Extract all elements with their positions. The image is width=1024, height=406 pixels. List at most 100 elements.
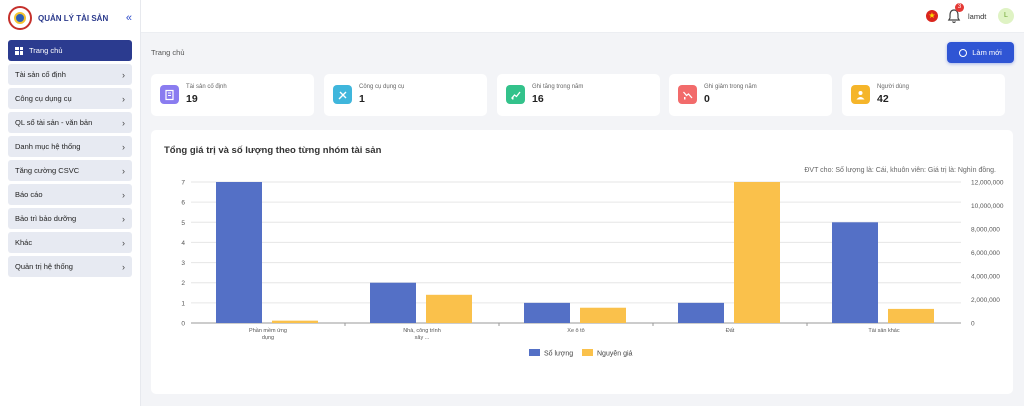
topbar: ★ 3 lamdt L xyxy=(141,0,1024,33)
stat-value: 19 xyxy=(186,93,198,105)
user-icon xyxy=(851,85,870,104)
stat-value: 0 xyxy=(704,93,710,105)
legend-label: Nguyên giá xyxy=(597,351,633,358)
sidebar-item-label: Trang chủ xyxy=(29,46,63,55)
stat-value: 42 xyxy=(877,93,889,105)
stat-card[interactable]: Công cụ dụng cụ 1 xyxy=(324,74,487,116)
refresh-button[interactable]: Làm mới xyxy=(947,42,1014,63)
y-left-tick-label: 1 xyxy=(181,300,185,307)
bar-so-luong xyxy=(832,222,878,323)
chevron-right-icon: › xyxy=(122,237,125,248)
sidebar-item-label: Tăng cường CSVC xyxy=(15,166,80,175)
chevron-right-icon: › xyxy=(122,117,125,128)
bar-so-luong xyxy=(524,302,570,323)
sidebar-item-0[interactable]: Trang chủ xyxy=(8,40,132,61)
chevron-right-icon: › xyxy=(122,93,125,104)
legend-label: Số lượng xyxy=(544,349,573,358)
refresh-icon xyxy=(959,48,968,57)
y-right-tick-label: 0 xyxy=(971,321,975,328)
bar-so-luong xyxy=(216,182,262,323)
sidebar-item-label: QL sổ tài sản - văn bản xyxy=(15,118,93,127)
y-left-tick-label: 4 xyxy=(181,240,185,247)
language-flag-icon[interactable]: ★ xyxy=(926,10,938,22)
y-right-tick-label: 8,000,000 xyxy=(971,227,1000,234)
sidebar-menu: Trang chủ Tài sản cố định › Công cụ dụng cụ… xyxy=(0,36,140,277)
y-right-tick-label: 12,000,000 xyxy=(971,180,1004,187)
sidebar-item-label: Báo cáo xyxy=(15,190,43,199)
sidebar: QUẢN LÝ TÀI SẢN « Trang chủ Tài sản cố đị… xyxy=(0,0,141,406)
collapse-sidebar-icon[interactable]: « xyxy=(125,12,132,24)
sidebar-item-1[interactable]: Tài sản cố định › xyxy=(8,64,132,85)
chart-panel: Tổng giá trị và số lượng theo từng nhóm … xyxy=(151,130,1013,394)
sidebar-item-label: Khác xyxy=(15,238,33,247)
tools-icon xyxy=(333,85,352,104)
sidebar-item-label: Tài sản cố định xyxy=(15,70,66,79)
legend-swatch xyxy=(582,349,593,356)
app-title: QUẢN LÝ TÀI SẢN xyxy=(38,13,109,23)
y-left-tick-label: 5 xyxy=(181,220,185,227)
dashboard-icon xyxy=(15,46,23,55)
logo xyxy=(8,6,32,30)
x-tick-label: Đất xyxy=(726,328,735,334)
y-left-tick-label: 7 xyxy=(181,180,185,187)
stat-title: Công cụ dụng cụ xyxy=(359,84,405,90)
chevron-right-icon: › xyxy=(122,213,125,224)
x-tick-label: dụng xyxy=(262,335,274,341)
chevron-right-icon: › xyxy=(122,69,125,80)
sidebar-item-label: Quản trị hệ thống xyxy=(15,262,73,271)
legend-swatch xyxy=(529,349,540,356)
stat-card[interactable]: Ghi giảm trong năm 0 xyxy=(669,74,832,116)
sidebar-item-3[interactable]: QL sổ tài sản - văn bản › xyxy=(8,112,132,133)
x-tick-label: Tài sản khác xyxy=(868,328,899,334)
y-right-tick-label: 2,000,000 xyxy=(971,297,1000,304)
sidebar-item-5[interactable]: Tăng cường CSVC › xyxy=(8,160,132,181)
stat-card[interactable]: Tài sản cố định 19 xyxy=(151,74,314,116)
sidebar-item-4[interactable]: Danh mục hệ thống › xyxy=(8,136,132,157)
notification-badge: 3 xyxy=(955,3,964,12)
y-left-tick-label: 3 xyxy=(181,260,185,267)
sidebar-item-8[interactable]: Khác › xyxy=(8,232,132,253)
chevron-right-icon: › xyxy=(122,189,125,200)
x-tick-label: Phần mềm ứng xyxy=(249,328,287,334)
y-right-tick-label: 6,000,000 xyxy=(971,250,1000,257)
x-tick-label: xây ... xyxy=(415,335,430,341)
y-left-tick-label: 2 xyxy=(181,280,185,287)
bar-so-luong xyxy=(678,302,724,323)
bar-nguyen-gia xyxy=(272,320,318,323)
stat-value: 1 xyxy=(359,93,365,105)
sidebar-item-label: Công cụ dụng cụ xyxy=(15,94,72,103)
sidebar-item-label: Bảo trì bảo dưỡng xyxy=(15,214,77,223)
sidebar-item-6[interactable]: Báo cáo › xyxy=(8,184,132,205)
y-left-tick-label: 6 xyxy=(181,200,185,207)
bar-nguyen-gia xyxy=(426,294,472,323)
brand: QUẢN LÝ TÀI SẢN « xyxy=(0,0,140,36)
bar-nguyen-gia xyxy=(888,308,934,323)
chart-title: Tổng giá trị và số lượng theo từng nhóm … xyxy=(164,145,382,156)
stat-title: Tài sản cố định xyxy=(186,84,227,90)
chart-unit-note: ĐVT cho: Số lượng là: Cái, khuôn viên: G… xyxy=(804,167,996,174)
stat-value: 16 xyxy=(532,93,544,105)
stat-card[interactable]: Người dùng 42 xyxy=(842,74,1005,116)
chevron-right-icon: › xyxy=(122,165,125,176)
username[interactable]: lamdt xyxy=(968,12,987,21)
x-tick-label: Nhà, công trình xyxy=(403,328,441,334)
refresh-label: Làm mới xyxy=(972,48,1002,57)
chart-down-icon xyxy=(678,85,697,104)
avatar[interactable]: L xyxy=(998,8,1014,24)
stat-title: Người dùng xyxy=(877,84,909,90)
sidebar-item-2[interactable]: Công cụ dụng cụ › xyxy=(8,88,132,109)
bar-nguyen-gia xyxy=(734,182,780,323)
x-tick-label: Xe ô tô xyxy=(567,328,584,334)
building-icon xyxy=(160,85,179,104)
sidebar-item-7[interactable]: Bảo trì bảo dưỡng › xyxy=(8,208,132,229)
stat-card[interactable]: Ghi tăng trong năm 16 xyxy=(497,74,660,116)
y-right-tick-label: 4,000,000 xyxy=(971,274,1000,281)
chart-up-icon xyxy=(506,85,525,104)
stat-title: Ghi giảm trong năm xyxy=(704,84,757,90)
stat-title: Ghi tăng trong năm xyxy=(532,84,584,90)
chevron-right-icon: › xyxy=(122,141,125,152)
bar-nguyen-gia xyxy=(580,307,626,323)
bar-so-luong xyxy=(370,282,416,323)
chart: 0 1 2 3 4 5 6 7 0 2,000,000 4,000,000 6,000,000 8,00… xyxy=(181,180,1004,358)
sidebar-item-9[interactable]: Quản trị hệ thống › xyxy=(8,256,132,277)
